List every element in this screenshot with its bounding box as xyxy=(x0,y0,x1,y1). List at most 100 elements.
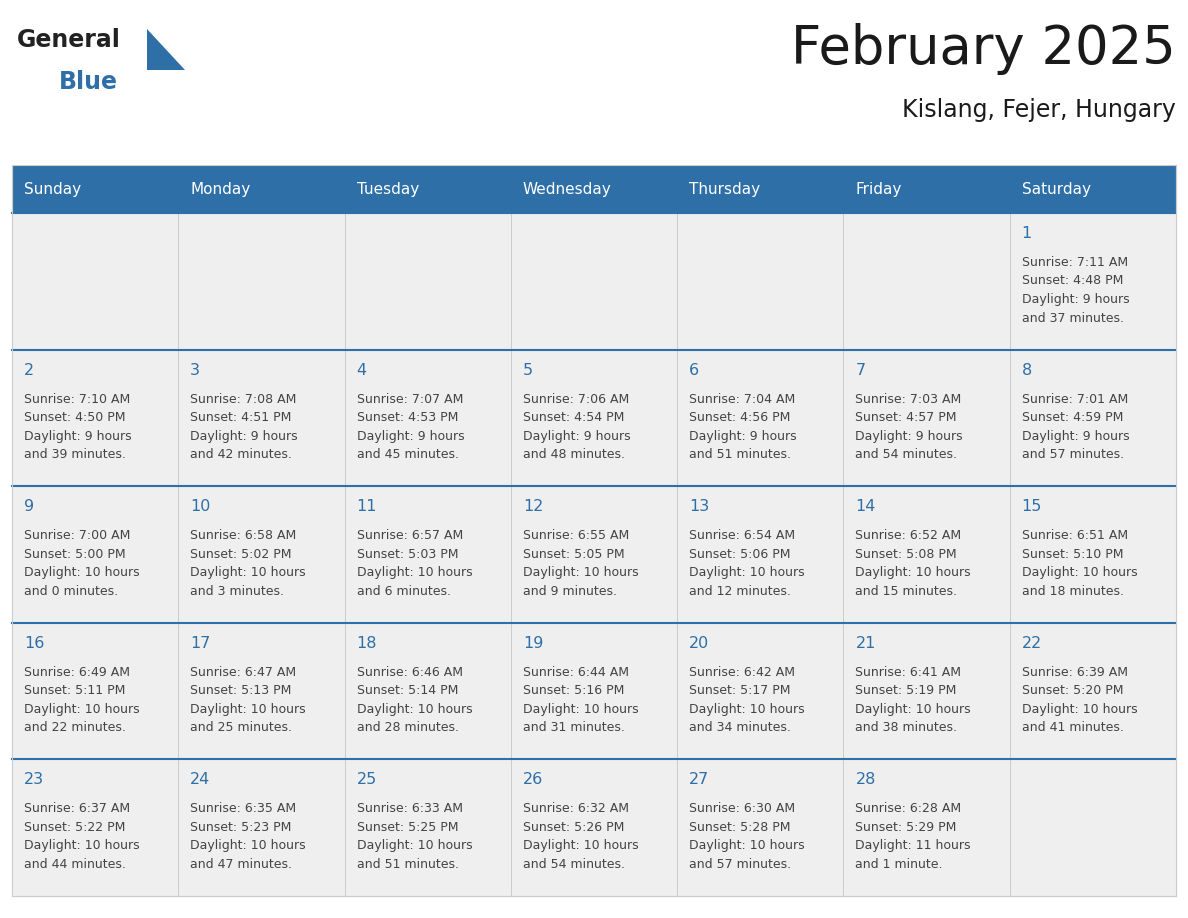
Text: 1: 1 xyxy=(1022,226,1032,241)
Bar xyxy=(12,165,1176,213)
Text: and 37 minutes.: and 37 minutes. xyxy=(1022,311,1124,324)
Text: Sunrise: 7:00 AM: Sunrise: 7:00 AM xyxy=(24,529,131,543)
Text: 27: 27 xyxy=(689,772,709,788)
Text: and 51 minutes.: and 51 minutes. xyxy=(689,448,791,461)
Text: 12: 12 xyxy=(523,499,543,514)
Text: Daylight: 11 hours: Daylight: 11 hours xyxy=(855,839,971,853)
Text: and 48 minutes.: and 48 minutes. xyxy=(523,448,625,461)
Text: Sunset: 4:54 PM: Sunset: 4:54 PM xyxy=(523,411,624,424)
Text: 4: 4 xyxy=(356,363,367,377)
Bar xyxy=(1010,487,1176,622)
Text: Sunset: 4:57 PM: Sunset: 4:57 PM xyxy=(855,411,956,424)
Text: 28: 28 xyxy=(855,772,876,788)
Text: 21: 21 xyxy=(855,636,876,651)
Bar xyxy=(178,213,345,350)
Text: Sunset: 5:13 PM: Sunset: 5:13 PM xyxy=(190,684,292,698)
Bar xyxy=(843,759,1010,896)
Text: and 18 minutes.: and 18 minutes. xyxy=(1022,585,1124,598)
Text: 5: 5 xyxy=(523,363,533,377)
Text: Sunset: 5:11 PM: Sunset: 5:11 PM xyxy=(24,684,126,698)
Bar xyxy=(345,350,511,487)
Text: Daylight: 10 hours: Daylight: 10 hours xyxy=(190,703,307,716)
Text: and 54 minutes.: and 54 minutes. xyxy=(523,858,625,871)
Text: and 12 minutes.: and 12 minutes. xyxy=(689,585,791,598)
Text: Sunset: 5:08 PM: Sunset: 5:08 PM xyxy=(855,548,958,561)
Text: Daylight: 10 hours: Daylight: 10 hours xyxy=(356,703,472,716)
Text: Sunset: 5:23 PM: Sunset: 5:23 PM xyxy=(190,821,292,834)
Text: Sunday: Sunday xyxy=(24,182,81,196)
Text: Sunset: 5:25 PM: Sunset: 5:25 PM xyxy=(356,821,459,834)
Text: and 25 minutes.: and 25 minutes. xyxy=(190,722,292,734)
Text: Daylight: 10 hours: Daylight: 10 hours xyxy=(24,839,140,853)
Bar xyxy=(12,487,178,622)
Text: and 6 minutes.: and 6 minutes. xyxy=(356,585,450,598)
Text: Sunrise: 6:55 AM: Sunrise: 6:55 AM xyxy=(523,529,630,543)
Text: and 44 minutes.: and 44 minutes. xyxy=(24,858,126,871)
Text: and 45 minutes.: and 45 minutes. xyxy=(356,448,459,461)
Text: 22: 22 xyxy=(1022,636,1042,651)
Text: Sunrise: 6:41 AM: Sunrise: 6:41 AM xyxy=(855,666,961,678)
Bar xyxy=(677,622,843,759)
Text: Sunset: 5:03 PM: Sunset: 5:03 PM xyxy=(356,548,459,561)
Text: and 38 minutes.: and 38 minutes. xyxy=(855,722,958,734)
Text: Blue: Blue xyxy=(59,70,118,94)
Text: Daylight: 10 hours: Daylight: 10 hours xyxy=(190,566,307,579)
Text: and 42 minutes.: and 42 minutes. xyxy=(190,448,292,461)
Text: 18: 18 xyxy=(356,636,377,651)
Text: Daylight: 10 hours: Daylight: 10 hours xyxy=(523,839,638,853)
Bar xyxy=(843,350,1010,487)
Text: Daylight: 9 hours: Daylight: 9 hours xyxy=(24,430,132,442)
Text: 9: 9 xyxy=(24,499,34,514)
Bar xyxy=(345,487,511,622)
Bar xyxy=(677,487,843,622)
Text: 25: 25 xyxy=(356,772,377,788)
Text: Sunset: 4:56 PM: Sunset: 4:56 PM xyxy=(689,411,790,424)
Bar xyxy=(1010,622,1176,759)
Text: Friday: Friday xyxy=(855,182,902,196)
Bar xyxy=(843,622,1010,759)
Text: Daylight: 9 hours: Daylight: 9 hours xyxy=(689,430,797,442)
Text: Sunset: 4:51 PM: Sunset: 4:51 PM xyxy=(190,411,292,424)
Text: Sunset: 5:28 PM: Sunset: 5:28 PM xyxy=(689,821,791,834)
Text: Sunrise: 6:51 AM: Sunrise: 6:51 AM xyxy=(1022,529,1127,543)
Text: and 51 minutes.: and 51 minutes. xyxy=(356,858,459,871)
Text: Daylight: 9 hours: Daylight: 9 hours xyxy=(523,430,631,442)
Text: Daylight: 9 hours: Daylight: 9 hours xyxy=(190,430,298,442)
Text: and 31 minutes.: and 31 minutes. xyxy=(523,722,625,734)
Bar xyxy=(677,759,843,896)
Bar xyxy=(345,213,511,350)
Text: Sunrise: 6:32 AM: Sunrise: 6:32 AM xyxy=(523,802,628,815)
Bar xyxy=(345,622,511,759)
Text: and 22 minutes.: and 22 minutes. xyxy=(24,722,126,734)
Text: Daylight: 10 hours: Daylight: 10 hours xyxy=(1022,566,1137,579)
Text: Daylight: 10 hours: Daylight: 10 hours xyxy=(855,566,971,579)
Text: and 9 minutes.: and 9 minutes. xyxy=(523,585,617,598)
Text: Sunrise: 7:04 AM: Sunrise: 7:04 AM xyxy=(689,393,796,406)
Text: Daylight: 10 hours: Daylight: 10 hours xyxy=(689,566,804,579)
Text: Sunset: 5:20 PM: Sunset: 5:20 PM xyxy=(1022,684,1123,698)
Bar xyxy=(511,759,677,896)
Text: Sunrise: 7:01 AM: Sunrise: 7:01 AM xyxy=(1022,393,1127,406)
Text: Sunrise: 6:58 AM: Sunrise: 6:58 AM xyxy=(190,529,297,543)
Text: 17: 17 xyxy=(190,636,210,651)
Text: Sunset: 4:53 PM: Sunset: 4:53 PM xyxy=(356,411,457,424)
Text: Sunrise: 6:49 AM: Sunrise: 6:49 AM xyxy=(24,666,129,678)
Bar xyxy=(12,165,178,213)
Text: and 15 minutes.: and 15 minutes. xyxy=(855,585,958,598)
Text: Daylight: 10 hours: Daylight: 10 hours xyxy=(855,703,971,716)
Text: Sunrise: 7:10 AM: Sunrise: 7:10 AM xyxy=(24,393,131,406)
Text: and 34 minutes.: and 34 minutes. xyxy=(689,722,791,734)
Text: Sunset: 5:05 PM: Sunset: 5:05 PM xyxy=(523,548,625,561)
Bar xyxy=(1010,759,1176,896)
Text: 15: 15 xyxy=(1022,499,1042,514)
Bar xyxy=(511,213,677,350)
Text: Sunset: 5:00 PM: Sunset: 5:00 PM xyxy=(24,548,126,561)
Text: Daylight: 10 hours: Daylight: 10 hours xyxy=(523,703,638,716)
Bar xyxy=(511,350,677,487)
Text: 13: 13 xyxy=(689,499,709,514)
Text: Sunset: 4:59 PM: Sunset: 4:59 PM xyxy=(1022,411,1123,424)
Text: and 57 minutes.: and 57 minutes. xyxy=(1022,448,1124,461)
Bar xyxy=(511,165,677,213)
Text: Daylight: 9 hours: Daylight: 9 hours xyxy=(855,430,963,442)
Text: Sunrise: 6:44 AM: Sunrise: 6:44 AM xyxy=(523,666,628,678)
